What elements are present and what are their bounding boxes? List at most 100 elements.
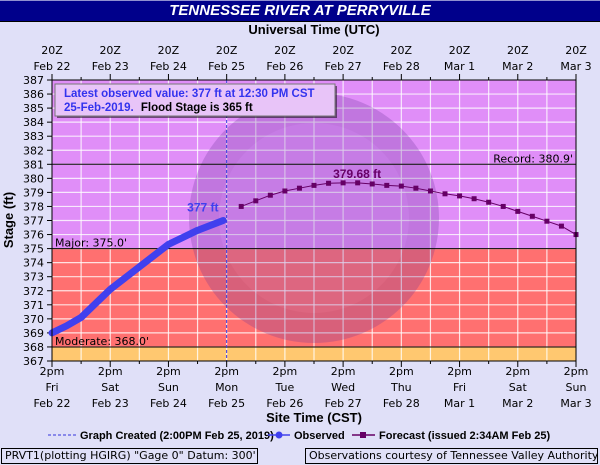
top-tick-label: 20Z xyxy=(332,44,354,57)
x-tick-label: Feb 24 xyxy=(150,397,187,410)
forecast-point xyxy=(558,223,564,229)
plot-frame xyxy=(51,79,577,362)
x-tick-label: 2pm xyxy=(505,365,530,378)
y-tick-label: 367 xyxy=(23,355,44,368)
observed-series xyxy=(48,217,227,337)
top-tick-label: Feb 24 xyxy=(150,60,187,73)
forecast-point xyxy=(544,218,550,224)
x-tick-label: Mar 3 xyxy=(560,397,591,410)
x-tick-label: 2pm xyxy=(389,365,414,378)
top-tick-label: Feb 22 xyxy=(34,60,71,73)
x-tick-label: 2pm xyxy=(40,365,65,378)
x-tick-label: Feb 25 xyxy=(208,397,245,410)
x-tick-label: Mar 1 xyxy=(444,397,475,410)
y-tick-label: 380 xyxy=(23,172,44,185)
forecast-peak-label: 379.68 ft xyxy=(333,167,381,181)
x-tick-label: Feb 27 xyxy=(325,397,362,410)
moderate-label: Moderate: 368.0' xyxy=(55,335,149,348)
x-tick-label: Sun xyxy=(158,381,179,394)
forecast-point xyxy=(340,180,346,186)
legend-forecast: Forecast (issued 2:34AM Feb 25) xyxy=(379,430,551,442)
chart-title-bar: TENNESSEE RIVER AT PERRYVILLE xyxy=(0,0,600,22)
x-tick-label: 2pm xyxy=(214,365,239,378)
x-tick-label: Wed xyxy=(331,381,355,394)
x-tick-label: 2pm xyxy=(564,365,589,378)
x-tick-label: Fri xyxy=(45,381,58,394)
observed-marker-icon xyxy=(275,431,283,439)
top-tick-label: Feb 26 xyxy=(266,60,303,73)
top-tick-label: 20Z xyxy=(565,44,587,57)
forecast-point xyxy=(238,203,244,209)
x-axis-ticks: 2pm Fri Feb 22 2pm Sat Feb 23 2pm Sun Feb 24 2pm M… xyxy=(34,44,592,410)
top-tick-label: 20Z xyxy=(391,44,413,57)
y-tick-label: 368 xyxy=(23,341,44,354)
x-tick-label: Feb 23 xyxy=(92,397,129,410)
x-tick-label: 2pm xyxy=(273,365,298,378)
x-tick-label: Mar 2 xyxy=(502,397,533,410)
top-tick-label: 20Z xyxy=(216,44,238,57)
x-tick-label: Fri xyxy=(453,381,466,394)
y-tick-label: 371 xyxy=(23,299,44,312)
x-tick-label: 2pm xyxy=(156,365,181,378)
info-latest-observed: Latest observed value: 377 ft at 12:30 P… xyxy=(64,88,315,100)
y-axis-title: Stage (ft) xyxy=(1,192,16,248)
record-label: Record: 380.9' xyxy=(493,152,573,165)
legend-observed: Observed xyxy=(294,430,345,442)
top-axis-title: Universal Time (UTC) xyxy=(248,22,379,37)
legend: Graph Created (2:00PM Feb 25, 2019) Obse… xyxy=(48,430,551,442)
forecast-point xyxy=(529,213,535,219)
top-tick-label: Feb 28 xyxy=(383,60,420,73)
info-box: Latest observed value: 377 ft at 12:30 P… xyxy=(54,83,337,118)
y-tick-label: 384 xyxy=(23,116,44,129)
y-tick-label: 370 xyxy=(23,313,44,326)
y-tick-label: 382 xyxy=(23,144,44,157)
x-tick-label: Thu xyxy=(390,381,412,394)
forecast-point xyxy=(296,185,302,191)
y-tick-label: 379 xyxy=(23,186,44,199)
footer-station-info: PRVT1(plotting HGIRG) "Gage 0" Datum: 30… xyxy=(1,448,258,464)
svg-text:25-Feb-2019. Flood Stage: 25-Feb-2019. Flood Stage is 365 ft xyxy=(64,102,253,114)
forecast-point xyxy=(355,180,361,186)
y-tick-label: 385 xyxy=(23,102,44,115)
forecast-marker-icon xyxy=(360,432,366,438)
y-tick-label: 381 xyxy=(23,158,44,171)
y-axis-ticks: 3673683693703713723733743753763773783793… xyxy=(23,74,52,368)
top-tick-label: 20Z xyxy=(274,44,296,57)
noaa-watermark xyxy=(189,93,439,343)
y-tick-label: 376 xyxy=(23,229,44,242)
forecast-point xyxy=(282,188,288,194)
y-tick-label: 375 xyxy=(23,243,44,256)
forecast-point xyxy=(326,180,332,186)
top-tick-label: Mar 2 xyxy=(502,60,533,73)
forecast-point xyxy=(486,199,492,205)
forecast-point xyxy=(500,203,506,209)
forecast-point xyxy=(413,185,419,191)
forecast-point xyxy=(253,198,259,204)
x-tick-label: Feb 26 xyxy=(266,397,303,410)
top-tick-label: 20Z xyxy=(41,44,63,57)
x-tick-label: Feb 28 xyxy=(383,397,420,410)
x-tick-label: Tue xyxy=(274,381,294,394)
y-tick-label: 377 xyxy=(23,215,44,228)
forecast-point xyxy=(442,191,448,197)
y-tick-label: 373 xyxy=(23,271,44,284)
x-tick-label: 2pm xyxy=(447,365,472,378)
y-tick-label: 387 xyxy=(23,74,44,87)
footer-courtesy: Observations courtesy of Tennessee Valle… xyxy=(305,448,598,464)
top-tick-label: Feb 23 xyxy=(92,60,129,73)
top-tick-label: 20Z xyxy=(99,44,121,57)
major-label: Major: 375.0' xyxy=(55,237,127,250)
chart-title: TENNESSEE RIVER AT PERRYVILLE xyxy=(169,2,431,19)
forecast-point xyxy=(311,182,317,188)
y-tick-label: 374 xyxy=(23,257,44,270)
x-tick-label: Sat xyxy=(101,381,120,394)
top-tick-label: Mar 3 xyxy=(560,60,591,73)
threshold-lines: Record: 380.9' Major: 375.0' Moderate: 368… xyxy=(52,152,576,348)
bottom-axis-title: Site Time (CST) xyxy=(266,410,362,425)
info-date: 25-Feb-2019. xyxy=(64,102,134,114)
observed-last-label: 377 ft xyxy=(187,201,218,215)
x-tick-label: 2pm xyxy=(98,365,123,378)
forecast-point xyxy=(471,196,477,202)
y-tick-label: 386 xyxy=(23,88,44,101)
